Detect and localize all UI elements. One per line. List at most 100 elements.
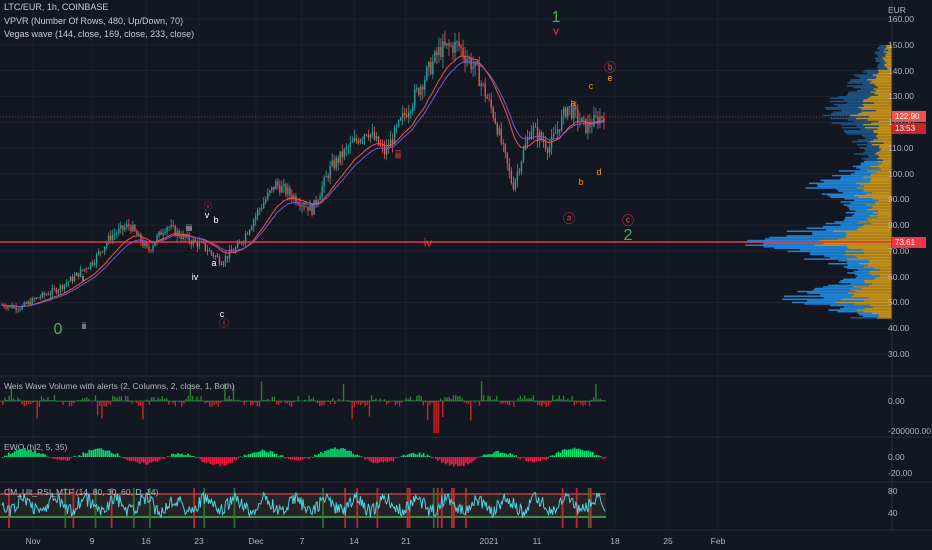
candle-body <box>83 268 86 271</box>
candle-body <box>347 147 349 149</box>
candle-body <box>548 147 551 153</box>
candle-body <box>403 113 406 115</box>
candle-body <box>444 41 446 46</box>
candle-body <box>289 187 291 195</box>
candle-body <box>214 255 217 257</box>
candle-body <box>71 277 74 281</box>
candle-body <box>291 194 293 200</box>
time-tick: 23 <box>194 536 204 546</box>
candle-body <box>601 116 603 118</box>
candle-body <box>144 243 146 247</box>
candle-body <box>158 231 160 236</box>
candle-body <box>552 133 555 137</box>
candle-body <box>108 235 110 243</box>
candle-body <box>593 115 595 127</box>
price-tick: 80.00 <box>888 220 910 231</box>
candle-body <box>371 132 374 135</box>
candle-body <box>65 283 68 285</box>
price-tick: 70.00 <box>888 245 910 256</box>
price-tick: 110.00 <box>888 142 914 153</box>
candle-body <box>317 200 319 204</box>
candle-body <box>285 184 287 195</box>
candle-body <box>450 45 452 47</box>
candlesticks[interactable] <box>1 30 605 314</box>
candle-body <box>389 139 392 148</box>
candle-body <box>508 163 511 172</box>
wave-label-a: a <box>211 258 217 268</box>
weis-wave-histogram <box>0 381 606 433</box>
candle-body <box>536 126 539 141</box>
candle-body <box>496 123 498 135</box>
vpvr-legend[interactable]: VPVR (Number Of Rows, 480, Up/Down, 70) <box>4 16 184 26</box>
candle-body <box>43 292 45 295</box>
candle-body <box>424 79 426 90</box>
candle-body <box>363 134 366 139</box>
hline-price-tag: 73.61 <box>892 237 926 248</box>
candle-body <box>472 66 474 70</box>
candle-body <box>198 242 201 247</box>
candle-body <box>174 225 176 236</box>
candle-body <box>254 215 257 220</box>
candle-body <box>87 268 90 269</box>
candle-body <box>79 269 82 277</box>
candle-body <box>232 251 235 253</box>
candle-body <box>45 294 47 296</box>
candle-body <box>462 47 464 56</box>
grid-lines <box>0 0 892 530</box>
candle-body <box>27 301 29 304</box>
candle-body <box>482 83 484 85</box>
vegas-legend[interactable]: Vegas wave (144, close, 169, close, 233,… <box>4 29 195 39</box>
candle-body <box>603 117 605 122</box>
candle-body <box>250 226 253 230</box>
candle-body <box>446 43 448 46</box>
candle-body <box>122 225 124 230</box>
candle-body <box>397 120 400 127</box>
candle-body <box>216 255 219 257</box>
candle-body <box>105 242 108 247</box>
candle-body <box>567 106 569 118</box>
symbol-title[interactable]: LTC/EUR, 1h, COINBASE <box>4 2 109 12</box>
candle-body <box>387 146 390 148</box>
candle-body <box>492 107 494 118</box>
weis-title[interactable]: Weis Wave Volume with alerts (2, Columns… <box>4 381 235 391</box>
candle-body <box>180 236 182 239</box>
candle-body <box>546 148 549 153</box>
candle-body <box>401 113 404 118</box>
candle-body <box>188 234 190 242</box>
candle-body <box>428 61 430 68</box>
price-tick: 40.00 <box>888 323 910 334</box>
candle-body <box>162 233 164 236</box>
candle-body <box>532 126 535 132</box>
candle-body <box>311 204 313 215</box>
wave-label-abcde-d: d <box>596 167 602 177</box>
candle-body <box>442 41 444 57</box>
candle-body <box>226 255 229 259</box>
ewo-title[interactable]: EWO (hl2, 5, 35) <box>4 442 68 452</box>
candle-body <box>365 134 368 136</box>
candle-body <box>377 136 380 145</box>
candle-body <box>504 143 507 153</box>
candle-body <box>500 128 503 144</box>
candle-body <box>112 234 114 241</box>
candle-body <box>29 301 31 305</box>
time-tick: 14 <box>349 536 359 546</box>
candle-body <box>61 285 64 290</box>
candle-body <box>295 195 297 203</box>
candle-body <box>156 235 158 243</box>
candle-body <box>69 277 72 282</box>
time-tick: 7 <box>299 536 305 546</box>
wave-label-iii: iii <box>186 223 192 233</box>
candle-body <box>369 134 372 138</box>
time-tick: Nov <box>25 536 41 546</box>
candle-body <box>319 196 321 201</box>
candle-body <box>271 186 273 191</box>
price-tick: 60.00 <box>888 271 910 282</box>
rsi-title[interactable]: CM_Ult_RSI_MTF (14, 80, 30, 60, D, 14) <box>4 487 159 497</box>
candle-body <box>59 285 62 291</box>
time-tick: 25 <box>663 536 673 546</box>
candle-body <box>488 98 490 100</box>
candle-body <box>73 275 76 281</box>
candle-body <box>248 229 251 235</box>
